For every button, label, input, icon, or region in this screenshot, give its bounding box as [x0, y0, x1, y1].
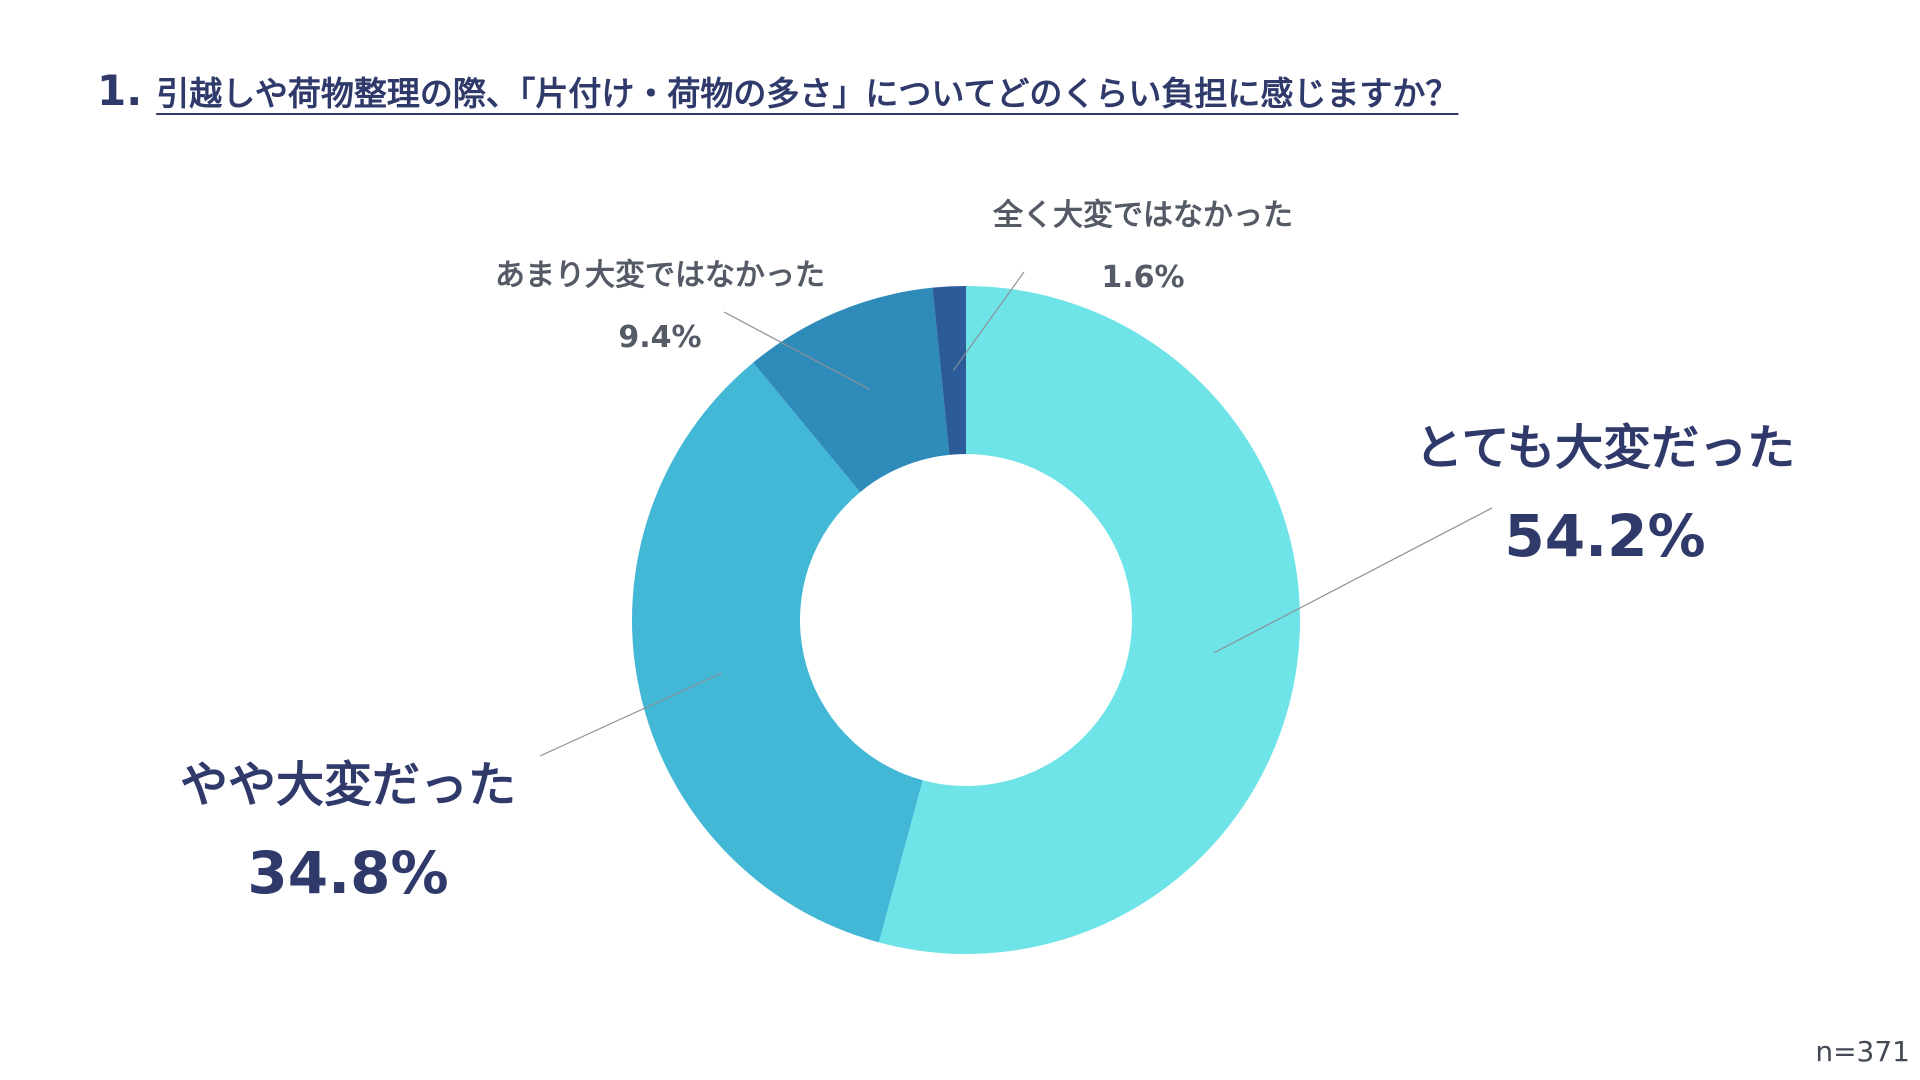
slice-label-not-hard-at-all: 全く大変ではなかった 1.6%: [993, 196, 1293, 298]
donut-slices: [632, 286, 1300, 954]
question-text: 引越しや荷物整理の際、「片付け・荷物の多さ」についてどのくらい負担に感じますか？: [156, 74, 1459, 113]
slice-somewhat-hard: [632, 362, 923, 943]
slice-label-very-hard: とても大変だった 54.2%: [1415, 418, 1795, 572]
slice-very-hard: [878, 286, 1300, 954]
value-label: 1.6%: [1101, 260, 1185, 295]
leader-lines: [539, 271, 1493, 757]
category-label: あまり大変ではなかった: [495, 258, 825, 293]
value-label: 9.4%: [618, 320, 702, 355]
slice-label-somewhat-hard: やや大変だった 34.8%: [180, 755, 516, 909]
category-label: 全く大変ではなかった: [993, 198, 1293, 233]
value-label: 54.2%: [1504, 502, 1706, 570]
chart-title: 1. 引越しや荷物整理の際、「片付け・荷物の多さ」についてどのくらい負担に感じま…: [97, 66, 1458, 115]
value-label: 34.8%: [247, 839, 449, 907]
leader-line: [952, 271, 1025, 371]
sample-size-note: n=371: [1815, 1035, 1910, 1068]
slice-not-hard-at-all: [932, 286, 966, 455]
category-label: やや大変だった: [179, 757, 517, 813]
category-label: とても大変だった: [1414, 420, 1796, 476]
question-number: 1.: [97, 66, 143, 115]
leader-line: [539, 672, 722, 757]
slice-not-very-hard: [753, 287, 950, 493]
leader-line: [1213, 507, 1493, 654]
slice-label-not-very-hard: あまり大変ではなかった 9.4%: [495, 256, 825, 358]
leader-line: [723, 311, 870, 390]
